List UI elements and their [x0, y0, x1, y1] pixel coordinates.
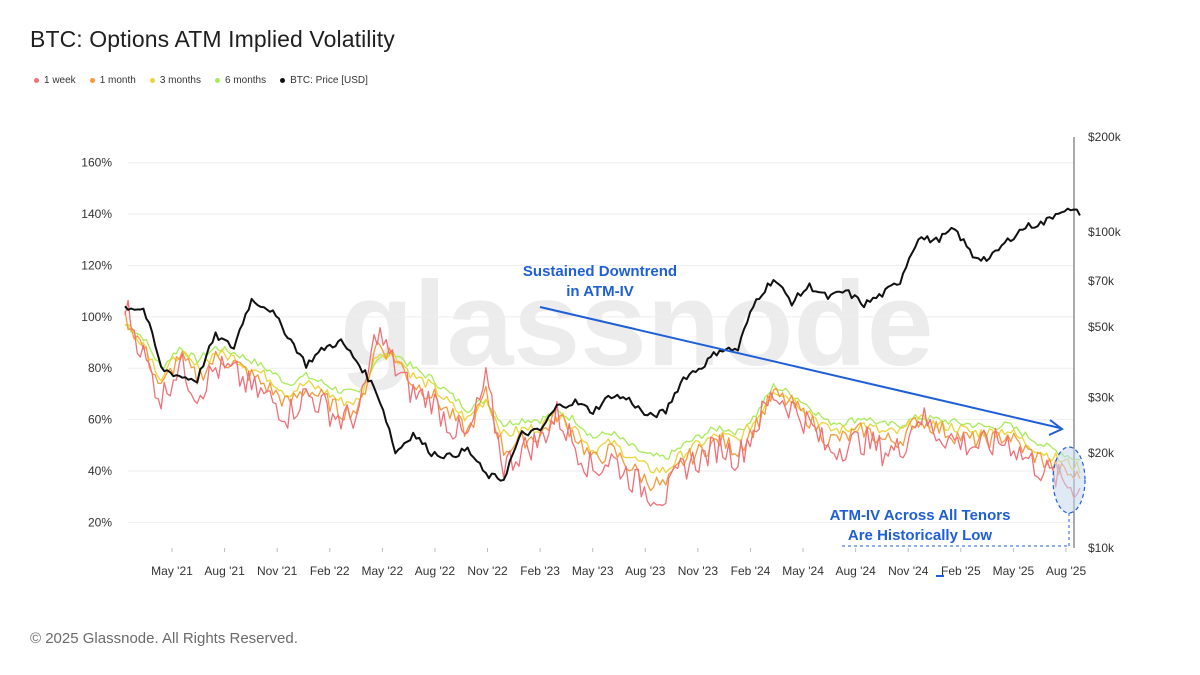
y-right-tick-label: $10k — [1088, 541, 1115, 555]
y-right-tick-label: $50k — [1088, 320, 1115, 334]
legend-label: 3 months — [159, 75, 201, 86]
y-right-tick-label: $100k — [1088, 225, 1122, 239]
legend: 1 week 1 month 3 months 6 months BTC: Pr… — [34, 75, 368, 86]
downtrend-arrow-line — [539, 306, 1061, 429]
series-line-6-months — [124, 324, 1081, 461]
y-left-tick-label: 60% — [88, 413, 112, 427]
x-tick-label: Aug '24 — [835, 564, 876, 578]
gridlines — [128, 162, 1074, 523]
annotation-layer: Sustained Downtrend in ATM-IV ATM-IV Acr… — [523, 263, 1086, 577]
low-iv-highlight-ellipse — [1052, 446, 1086, 514]
x-tick-label: May '22 — [362, 564, 404, 578]
legend-dot — [280, 78, 286, 83]
y-left-tick-label: 140% — [81, 207, 112, 221]
x-tick-label: Feb '23 — [520, 564, 560, 578]
x-tick-label: Nov '23 — [678, 564, 719, 578]
y-left-tick-label: 100% — [81, 310, 112, 324]
y-left-tick-label: 80% — [88, 361, 112, 375]
x-tick-label: May '24 — [782, 564, 824, 578]
series-line-1-week — [124, 299, 1081, 507]
legend-label: 6 months — [224, 75, 267, 86]
y-left-tick-label: 40% — [88, 464, 112, 478]
x-tick-label: Nov '21 — [257, 564, 298, 578]
downtrend-label-line2: in ATM-IV — [566, 283, 634, 300]
x-tick-label: Feb '25 — [941, 564, 981, 578]
legend-dot — [214, 78, 220, 83]
downtrend-arrowhead-icon — [1048, 419, 1064, 436]
y-left-tick-label: 120% — [81, 258, 112, 272]
low-iv-label-line1: ATM-IV Across All Tenors — [830, 507, 1011, 524]
series-layer — [124, 207, 1081, 507]
legend-dot — [149, 78, 155, 83]
x-tick-label: Aug '22 — [415, 564, 456, 578]
x-tick-label: Aug '25 — [1046, 564, 1087, 578]
legend-item-1-month[interactable]: 1 month — [89, 75, 136, 86]
x-tick-label: May '23 — [572, 564, 614, 578]
legend-label: 1 week — [44, 75, 76, 86]
downtrend-label-line1: Sustained Downtrend — [523, 263, 677, 280]
left-axis: 20% 40% 60% 80% 100% 120% 140% 160% — [81, 156, 112, 530]
legend-item-btc-price[interactable]: BTC: Price [USD] — [280, 75, 368, 86]
x-tick-label: Nov '22 — [467, 564, 508, 578]
x-tick-label: Nov '24 — [888, 564, 929, 578]
legend-label: BTC: Price [USD] — [290, 75, 368, 86]
series-line-btc-price-usd — [124, 207, 1081, 482]
y-left-tick-label: 160% — [81, 156, 112, 170]
legend-label: 1 month — [99, 75, 136, 86]
y-right-tick-label: $20k — [1088, 446, 1115, 460]
legend-dot — [34, 78, 39, 83]
y-left-tick-label: 20% — [88, 515, 112, 529]
chart-title: BTC: Options ATM Implied Volatility — [30, 26, 395, 52]
y-right-tick-label: $70k — [1088, 274, 1115, 288]
x-axis: May '21 Aug '21 Nov '21 Feb '22 May '22 Aug '… — [151, 548, 1086, 578]
low-iv-label-line2: Are Historically Low — [848, 527, 993, 544]
y-right-tick-label: $200k — [1088, 130, 1122, 144]
x-tick-label: Aug '23 — [625, 564, 666, 578]
legend-dot — [89, 78, 95, 83]
x-tick-label: Aug '21 — [204, 564, 245, 578]
series-line-3-months — [124, 323, 1081, 474]
legend-item-6-months[interactable]: 6 months — [214, 75, 267, 86]
legend-item-1-week[interactable]: 1 week — [34, 75, 76, 86]
x-tick-label: May '21 — [151, 564, 193, 578]
legend-item-3-months[interactable]: 3 months — [149, 75, 201, 86]
x-tick-label: Feb '24 — [731, 564, 771, 578]
x-tick-label: May '25 — [993, 564, 1035, 578]
copyright-footer: © 2025 Glassnode. All Rights Reserved. — [30, 630, 298, 647]
y-right-tick-label: $30k — [1088, 390, 1115, 404]
x-tick-label: Feb '22 — [310, 564, 350, 578]
